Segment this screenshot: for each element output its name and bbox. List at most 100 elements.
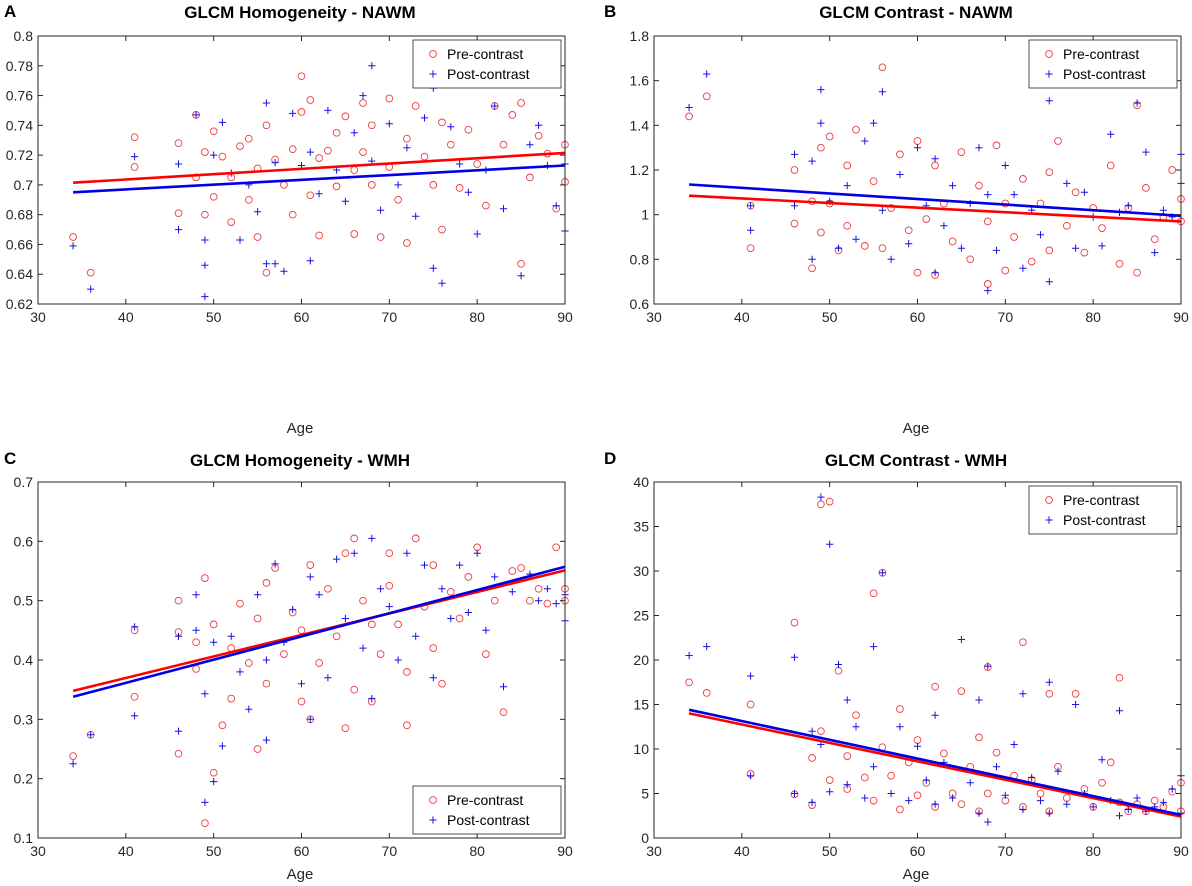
data-point xyxy=(350,230,359,238)
data-point xyxy=(870,643,878,651)
data-point xyxy=(508,588,516,596)
data-point xyxy=(1019,690,1027,698)
data-point xyxy=(350,549,358,557)
data-point xyxy=(482,626,490,634)
data-point xyxy=(1142,184,1150,192)
data-point xyxy=(271,159,279,167)
data-point xyxy=(367,181,376,189)
data-point xyxy=(1001,266,1010,275)
x-tick-label: 70 xyxy=(998,843,1014,859)
x-tick-label: 40 xyxy=(734,309,750,325)
data-point xyxy=(534,584,543,593)
data-point xyxy=(1124,805,1132,814)
data-point xyxy=(438,225,446,234)
legend-marker-circle xyxy=(1045,50,1053,58)
data-point xyxy=(376,206,385,214)
data-point xyxy=(869,177,878,186)
x-tick-label: 60 xyxy=(294,309,310,325)
y-tick-label: 0.74 xyxy=(6,117,33,133)
x-tick-label: 60 xyxy=(294,843,310,859)
data-point xyxy=(984,287,992,295)
data-point xyxy=(464,608,472,617)
data-point xyxy=(1072,244,1080,252)
data-point xyxy=(790,150,799,158)
data-point xyxy=(429,674,437,682)
data-point xyxy=(1054,137,1062,145)
data-point xyxy=(482,650,490,658)
data-point xyxy=(429,561,438,569)
data-point xyxy=(306,257,314,265)
data-point xyxy=(887,789,895,798)
data-point xyxy=(992,748,1001,757)
data-point xyxy=(341,197,349,205)
data-point xyxy=(174,632,183,640)
data-point xyxy=(262,736,270,744)
data-point xyxy=(1019,638,1027,647)
data-point xyxy=(130,133,139,142)
y-tick-label: 30 xyxy=(633,563,649,579)
data-point xyxy=(403,549,411,557)
data-point xyxy=(931,682,939,691)
data-point xyxy=(350,129,358,137)
y-tick-label: 0.6 xyxy=(14,533,34,549)
data-point xyxy=(192,111,200,119)
data-point xyxy=(297,108,306,116)
x-tick-label: 50 xyxy=(822,843,838,859)
data-point xyxy=(966,779,974,787)
data-point xyxy=(491,102,499,110)
data-point xyxy=(703,643,711,651)
data-point xyxy=(1045,168,1054,177)
y-tick-label: 20 xyxy=(633,652,649,668)
data-point xyxy=(1028,773,1036,782)
data-point xyxy=(315,190,323,198)
data-point xyxy=(315,154,323,162)
data-point xyxy=(1115,673,1124,682)
data-point xyxy=(201,293,209,301)
x-tick-label: 30 xyxy=(646,309,662,325)
data-point xyxy=(403,721,411,730)
data-point xyxy=(913,144,922,152)
data-point xyxy=(464,188,472,196)
data-point xyxy=(1115,812,1124,820)
data-point xyxy=(992,763,1001,771)
legend-label: Post-contrast xyxy=(1063,66,1146,82)
data-point xyxy=(289,606,297,614)
data-point xyxy=(367,121,376,130)
data-point xyxy=(984,662,992,670)
y-tick-label: 0.8 xyxy=(14,28,34,44)
data-point xyxy=(174,727,183,735)
legend-box xyxy=(412,39,562,89)
data-point xyxy=(403,144,411,152)
y-tick-label: 1.6 xyxy=(630,73,650,89)
data-point xyxy=(333,555,341,563)
data-point xyxy=(192,638,200,647)
data-point xyxy=(1115,707,1124,715)
y-tick-label: 5 xyxy=(641,786,649,802)
y-tick-label: 0.78 xyxy=(6,58,33,74)
data-point xyxy=(456,160,464,168)
data-point xyxy=(870,119,878,127)
x-axis-label: Age xyxy=(903,866,930,883)
data-point xyxy=(359,92,367,100)
data-point xyxy=(1010,233,1018,241)
data-point xyxy=(482,201,490,210)
data-point xyxy=(940,749,948,758)
data-point xyxy=(262,268,271,277)
data-point xyxy=(790,166,799,174)
x-tick-label: 70 xyxy=(382,843,398,859)
data-point xyxy=(315,591,323,599)
data-point xyxy=(209,768,218,777)
data-point xyxy=(517,564,525,572)
data-point xyxy=(922,776,930,784)
data-point xyxy=(834,660,843,669)
data-point xyxy=(438,679,446,688)
y-tick-label: 40 xyxy=(633,474,649,490)
data-point xyxy=(262,260,270,268)
data-point xyxy=(236,668,244,676)
data-point xyxy=(817,727,825,736)
data-point xyxy=(852,235,860,243)
data-point xyxy=(535,121,543,129)
data-point xyxy=(131,712,139,720)
data-point xyxy=(1001,161,1009,170)
data-point xyxy=(878,63,887,72)
